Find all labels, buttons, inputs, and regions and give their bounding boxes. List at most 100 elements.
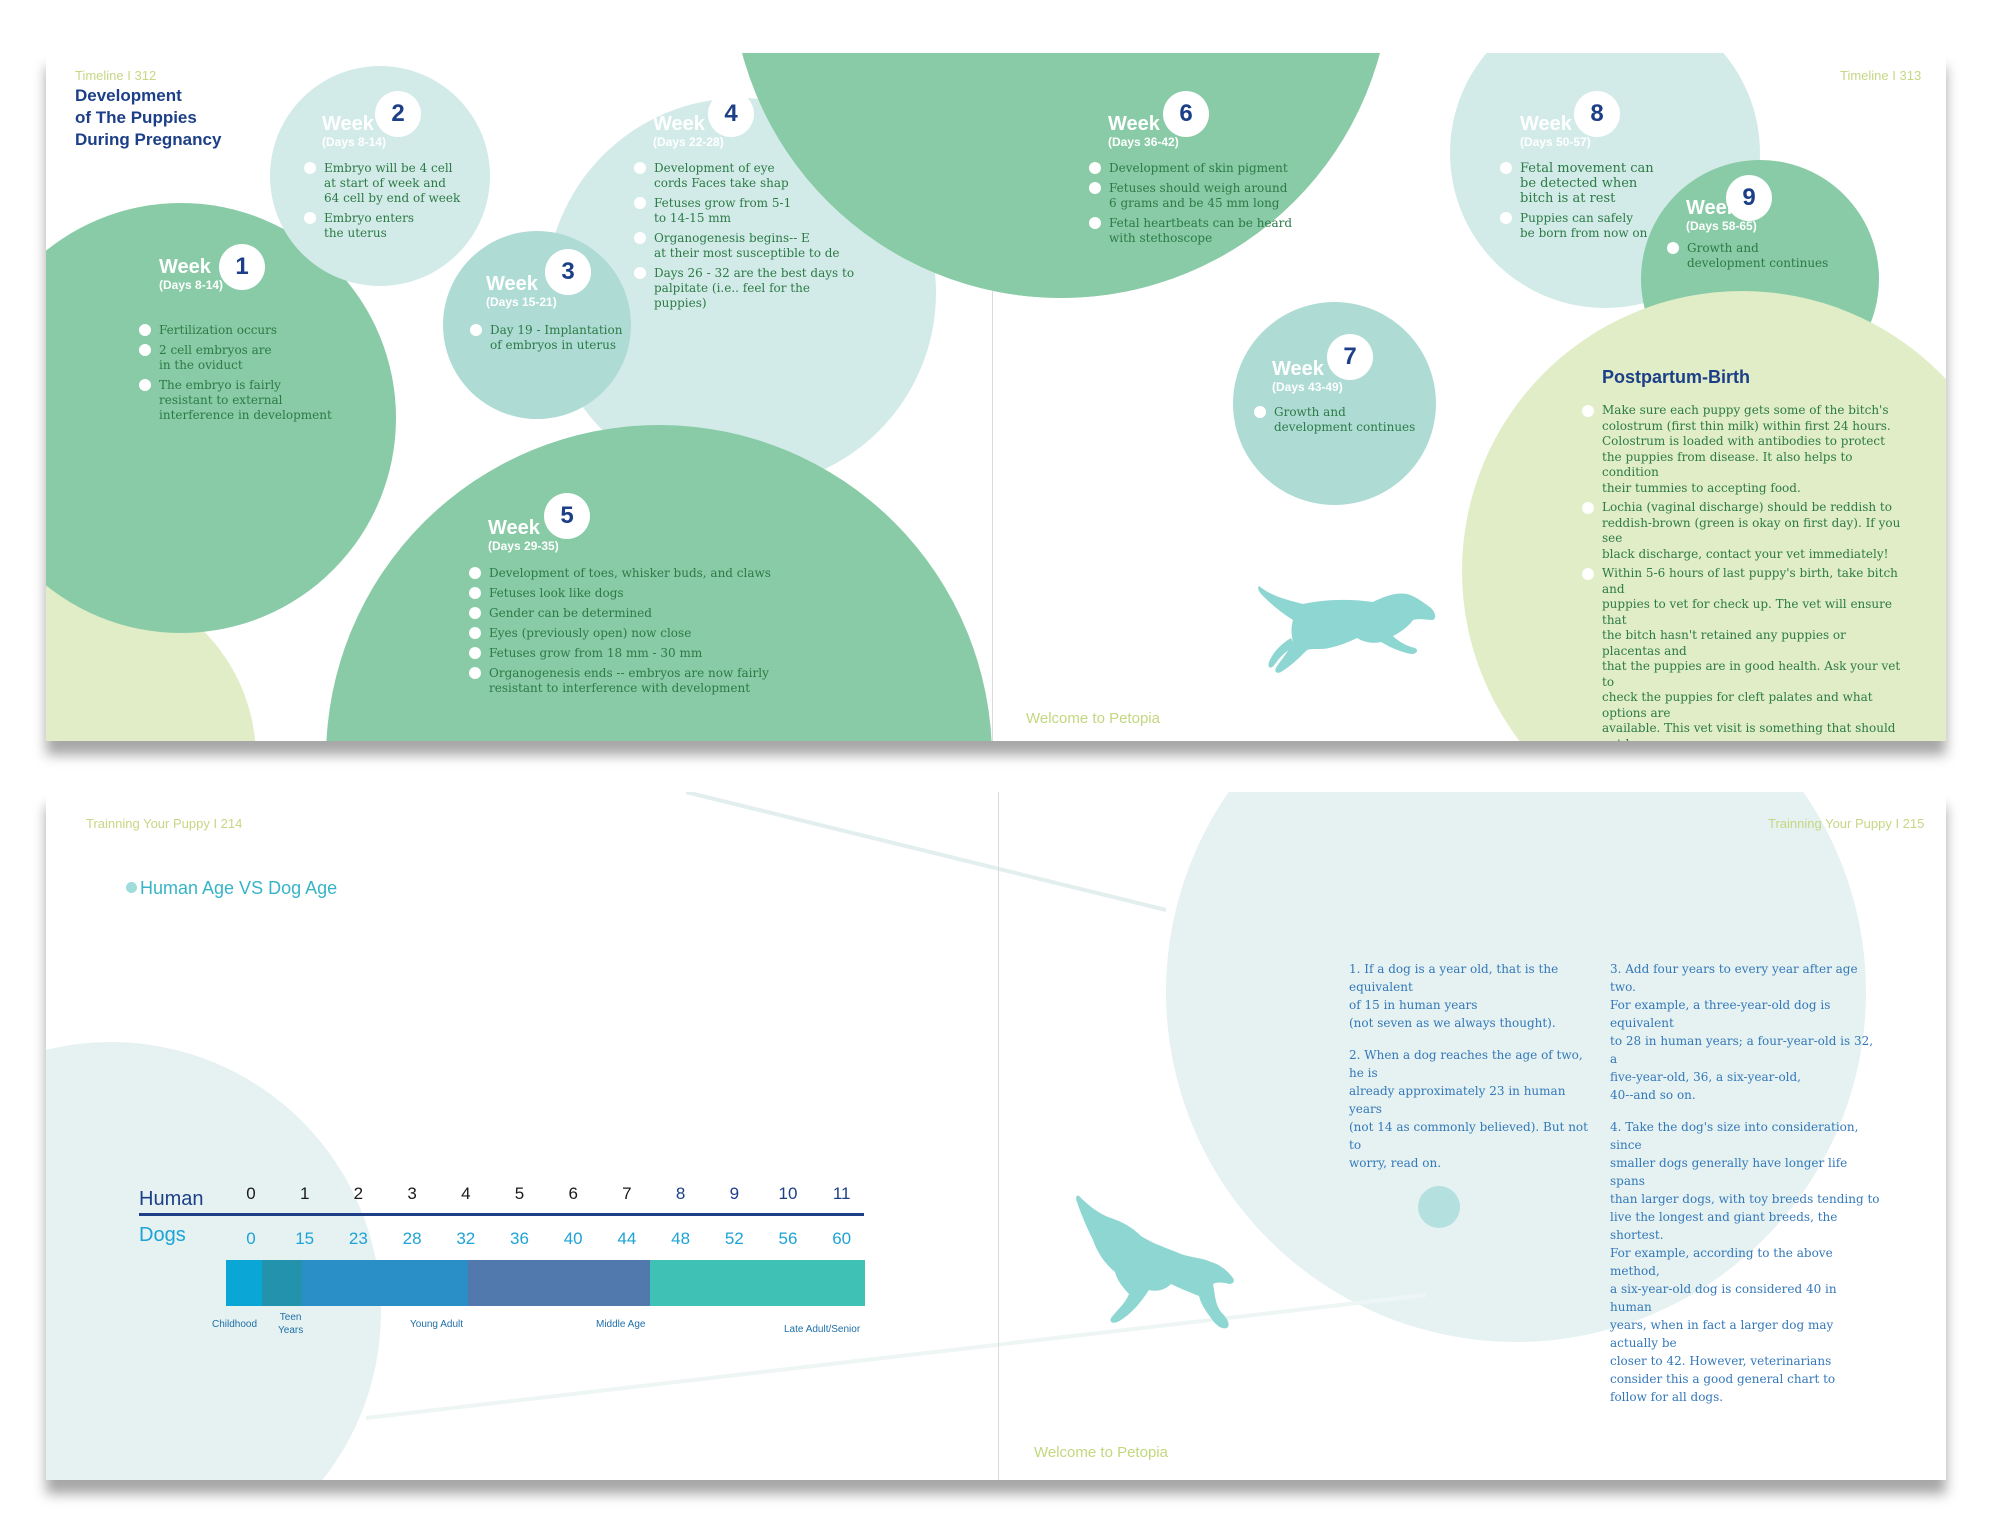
week-number-badge: 4 <box>708 91 754 137</box>
list-item: Fetuses grow from 5-1 to 14-15 mm <box>634 196 864 226</box>
note-4: 4. Take the dog's size into consideratio… <box>1610 1120 1880 1404</box>
week-8-list: Fetal movement can be detected when bitc… <box>1500 161 1660 246</box>
title-line-3: During Pregnancy <box>75 130 222 149</box>
week-label: Week <box>488 517 540 539</box>
week-days: (Days 8-14) <box>159 278 224 292</box>
week-5-list: Development of toes, whisker buds, and c… <box>469 566 799 701</box>
week-label: Week <box>1272 358 1324 380</box>
week-label: Week <box>1108 113 1160 135</box>
list-item: Within 5-6 hours of last puppy's birth, … <box>1582 566 1902 741</box>
week-label: Week <box>1520 113 1572 135</box>
list-item: Fetuses grow from 18 mm - 30 mm <box>469 646 799 661</box>
week-number-badge: 1 <box>219 244 265 290</box>
week-label: Week <box>159 256 211 278</box>
dog-age-tick: 40 <box>563 1229 583 1248</box>
stage-label-childhood: Childhood <box>212 1319 258 1330</box>
human-age-tick: 3 <box>407 1184 417 1203</box>
week-1-list: Fertilization occurs 2 cell embryos are … <box>139 323 369 428</box>
week-label: Week <box>653 113 705 135</box>
list-item: Development of skin pigment <box>1089 161 1319 176</box>
list-item: Organogenesis begins-- E at their most s… <box>634 231 864 261</box>
week-number-badge: 7 <box>1327 334 1373 380</box>
list-item: Fetal heartbeats can be heard with steth… <box>1089 216 1319 246</box>
title-line-2: of The Puppies <box>75 108 197 127</box>
timeline-spread: Timeline I 312 Timeline I 313 Developmen… <box>46 53 1946 741</box>
stage-bar-young-adult <box>302 1260 468 1306</box>
dogs-row-label: Dogs <box>139 1224 186 1246</box>
list-item: Embryo enters the uterus <box>304 211 484 241</box>
list-item: Fetuses should weigh around 6 grams and … <box>1089 181 1319 211</box>
week-4-list: Development of eye cords Faces take shap… <box>634 161 864 316</box>
title-line-1: Development <box>75 86 182 105</box>
footer: Welcome to Petopia <box>1034 1444 1168 1461</box>
age-divider-line <box>139 1213 864 1216</box>
running-dog-icon <box>1258 586 1436 673</box>
dog-age-tick: 0 <box>246 1229 256 1248</box>
week-2-list: Embryo will be 4 cell at start of week a… <box>304 161 484 246</box>
stage-bar-teen <box>262 1260 302 1306</box>
small-dot <box>1418 1186 1460 1228</box>
dog-age-tick: 52 <box>724 1229 744 1248</box>
list-item: Growth and development continues <box>1254 405 1424 435</box>
list-item: Organogenesis ends -- embryos are now fa… <box>469 666 799 696</box>
dog-age-tick: 15 <box>295 1229 315 1248</box>
dog-age-tick: 44 <box>617 1229 637 1248</box>
dog-age-tick: 36 <box>510 1229 529 1248</box>
week-label: Week <box>486 273 538 295</box>
week-number-badge: 9 <box>1726 175 1772 221</box>
dog-age-tick: 23 <box>348 1229 368 1248</box>
week-label: Week <box>1686 197 1738 219</box>
list-item: Fetuses look like dogs <box>469 586 799 601</box>
heading-text: Human Age VS Dog Age <box>140 878 338 898</box>
list-item: Growth and development continues <box>1667 241 1837 271</box>
page-title: Development of The Puppies During Pregna… <box>75 85 221 151</box>
human-row-label: Human <box>139 1188 204 1210</box>
human-age-tick: 5 <box>514 1184 525 1203</box>
postpartum-title: Postpartum-Birth <box>1602 367 1750 387</box>
stage-bar-childhood <box>226 1260 262 1306</box>
notes-column-1: 1. If a dog is a year old, that is the e… <box>1349 960 1599 1186</box>
human-age-tick: 8 <box>675 1184 686 1203</box>
dog-age-tick: 28 <box>402 1229 422 1248</box>
week-days: (Days 15-21) <box>486 295 557 309</box>
human-age-tick: 1 <box>299 1184 310 1203</box>
decorative-lines <box>365 792 1427 1420</box>
week-days: (Days 58-65) <box>1686 219 1757 233</box>
week-number-badge: 5 <box>544 493 590 539</box>
list-item: Make sure each puppy gets some of the bi… <box>1582 403 1902 496</box>
week-9-list: Growth and development continues <box>1667 241 1837 276</box>
note-2: 2. When a dog reaches the age of two, he… <box>1349 1048 1588 1170</box>
dog-age-tick: 32 <box>456 1229 476 1248</box>
stage-label-middle-age: Middle Age <box>596 1319 646 1330</box>
human-age-tick: 2 <box>353 1184 364 1203</box>
list-item: Day 19 - Implantation of embryos in uter… <box>470 323 630 353</box>
week-days: (Days 36-42) <box>1108 135 1179 149</box>
week-days: (Days 43-49) <box>1272 380 1343 394</box>
section-heading: Human Age VS Dog Age <box>126 878 337 899</box>
stage-label-teen: Teen Years <box>278 1312 304 1336</box>
week-number-badge: 6 <box>1163 91 1209 137</box>
week-label: Week <box>322 113 374 135</box>
list-item: Development of toes, whisker buds, and c… <box>469 566 799 581</box>
week-6-list: Development of skin pigment Fetuses shou… <box>1089 161 1319 251</box>
week7-circle <box>1233 302 1436 505</box>
pale-circle-right <box>1166 792 1866 1342</box>
list-item: Fetal movement can be detected when bitc… <box>1500 161 1660 206</box>
human-age-tick: 4 <box>461 1184 471 1203</box>
human-age-tick: 6 <box>568 1184 578 1203</box>
week-days: (Days 50-57) <box>1520 135 1591 149</box>
page-gutter <box>998 792 999 1480</box>
postpartum-list: Make sure each puppy gets some of the bi… <box>1582 403 1902 741</box>
page-gutter <box>992 53 993 741</box>
human-age-tick: 9 <box>729 1184 740 1203</box>
age-comparison-spread: Trainning Your Puppy I 214 Trainning You… <box>46 792 1946 1480</box>
stage-label-young-adult: Young Adult <box>410 1319 464 1330</box>
week-7-list: Growth and development continues <box>1254 405 1424 440</box>
folio-left: Trainning Your Puppy I 214 <box>86 816 243 831</box>
stage-bar-senior <box>650 1260 865 1306</box>
list-item: Gender can be determined <box>469 606 799 621</box>
stage-bar-middle-age <box>468 1260 650 1306</box>
human-age-tick: 7 <box>622 1184 632 1203</box>
human-age-tick: 0 <box>246 1184 256 1203</box>
week-number-badge: 3 <box>545 249 591 295</box>
